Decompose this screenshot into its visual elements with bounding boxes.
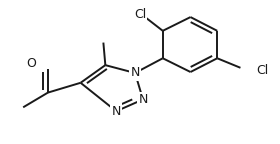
Text: Cl: Cl	[256, 64, 268, 77]
Text: N: N	[138, 93, 148, 106]
Text: N: N	[130, 67, 140, 79]
Text: Cl: Cl	[134, 8, 146, 21]
Text: N: N	[111, 105, 121, 118]
Text: O: O	[26, 57, 36, 70]
